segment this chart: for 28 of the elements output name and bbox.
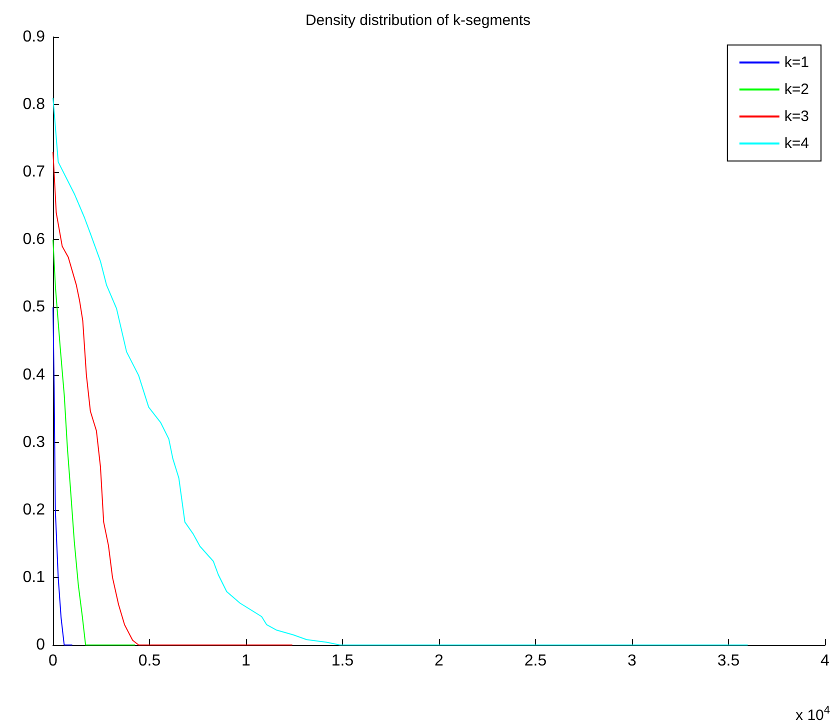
legend-label: k=2 — [784, 81, 810, 98]
y-tick-label: 0.3 — [22, 434, 46, 451]
x-tick-label: 3.5 — [717, 652, 740, 670]
legend-label: k=4 — [784, 135, 810, 152]
y-tick-label: 0.8 — [22, 96, 46, 114]
y-tick-label: 0.4 — [22, 366, 46, 384]
line-series — [52, 97, 748, 646]
y-tick-label: 0.2 — [22, 501, 46, 518]
legend-label: k=1 — [784, 54, 810, 71]
line-series — [52, 239, 136, 646]
chart-title: Density distribution of k-segments — [305, 12, 531, 29]
x-tick-label: 2.5 — [524, 652, 547, 670]
y-tick-label: 0.5 — [22, 298, 46, 316]
y-tick-label: 0.9 — [22, 28, 46, 46]
x-tick-label: 1.5 — [331, 652, 354, 670]
x-tick-label: 1 — [242, 652, 251, 670]
line-series — [52, 306, 73, 646]
y-tick-label: 0.1 — [22, 568, 46, 586]
x-tick-label: 4 — [820, 652, 830, 670]
x-tick-label: 0.5 — [138, 652, 161, 670]
x-tick-label: 3 — [628, 652, 637, 670]
y-tick-label: 0.6 — [22, 231, 46, 248]
line-series — [52, 151, 293, 646]
y-tick-label: 0.7 — [22, 164, 46, 181]
x-tick-label: 2 — [434, 652, 444, 670]
y-tick-label: 0 — [36, 636, 46, 654]
x-tick-label: 0 — [48, 652, 58, 670]
legend-label: k=3 — [784, 108, 810, 125]
